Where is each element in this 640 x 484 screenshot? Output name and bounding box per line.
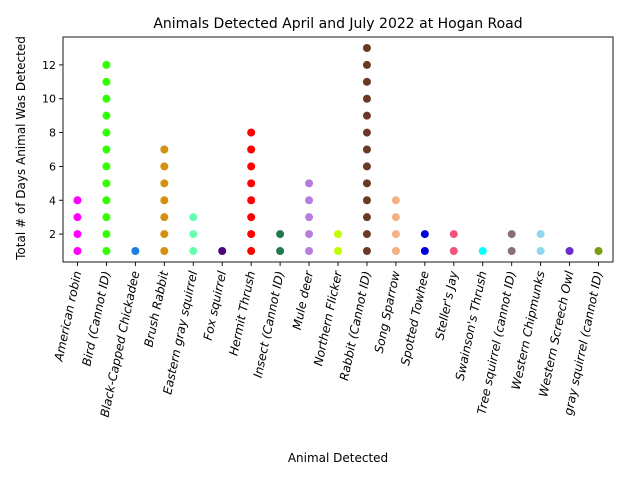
chart-title: Animals Detected April and July 2022 at … bbox=[153, 16, 522, 32]
data-point bbox=[102, 179, 111, 188]
data-point bbox=[247, 196, 256, 205]
data-point bbox=[160, 179, 169, 188]
data-point bbox=[305, 179, 314, 188]
data-point bbox=[102, 94, 111, 103]
x-tick-label: Rabbit (Cannot ID) bbox=[337, 270, 374, 382]
data-point bbox=[391, 247, 400, 256]
data-point bbox=[305, 230, 314, 239]
x-tick-label: Hermit Thrush bbox=[226, 270, 258, 357]
data-point bbox=[160, 162, 169, 171]
y-tick-label: 2 bbox=[49, 228, 56, 241]
data-point bbox=[276, 247, 285, 256]
data-point bbox=[362, 162, 371, 171]
data-point bbox=[102, 145, 111, 154]
data-point bbox=[160, 145, 169, 154]
data-point bbox=[102, 111, 111, 120]
data-point bbox=[507, 247, 516, 256]
data-point bbox=[449, 230, 458, 239]
data-point bbox=[247, 230, 256, 239]
data-point bbox=[102, 77, 111, 86]
data-point bbox=[305, 213, 314, 222]
y-tick-label: 12 bbox=[42, 59, 56, 72]
x-tick-label: Northern Flicker bbox=[311, 269, 345, 368]
y-tick-label: 10 bbox=[42, 93, 56, 106]
y-tick-label: 8 bbox=[49, 127, 56, 140]
data-point bbox=[594, 247, 603, 256]
data-point bbox=[362, 43, 371, 52]
y-tick-label: 4 bbox=[49, 194, 56, 207]
data-point bbox=[305, 196, 314, 205]
data-point bbox=[362, 145, 371, 154]
data-point bbox=[73, 230, 82, 239]
data-point bbox=[102, 247, 111, 256]
x-axis-label: Animal Detected bbox=[288, 451, 388, 465]
data-point bbox=[507, 230, 516, 239]
data-point bbox=[362, 196, 371, 205]
data-point bbox=[362, 77, 371, 86]
data-point bbox=[362, 247, 371, 256]
data-point bbox=[247, 247, 256, 256]
plot-frame bbox=[62, 36, 614, 263]
data-point bbox=[247, 145, 256, 154]
data-point bbox=[73, 213, 82, 222]
data-point bbox=[565, 247, 574, 256]
data-point bbox=[478, 247, 487, 256]
x-tick-label: Song Sparrow bbox=[372, 270, 403, 355]
data-point bbox=[131, 247, 140, 256]
data-point bbox=[247, 213, 256, 222]
x-tick-label: Spotted Towhee bbox=[398, 270, 432, 367]
data-point bbox=[189, 230, 198, 239]
data-point bbox=[73, 247, 82, 256]
x-tick-label: Bird (Cannot ID) bbox=[80, 270, 114, 368]
data-point bbox=[276, 230, 285, 239]
data-point bbox=[362, 60, 371, 69]
data-point bbox=[449, 247, 458, 256]
y-tick-label: 6 bbox=[49, 160, 56, 173]
x-tick-label: Steller's Jay bbox=[432, 269, 460, 341]
data-point bbox=[160, 213, 169, 222]
data-point bbox=[305, 247, 314, 256]
data-point bbox=[102, 162, 111, 171]
data-point bbox=[362, 94, 371, 103]
data-point bbox=[189, 213, 198, 222]
data-point bbox=[102, 196, 111, 205]
data-point bbox=[391, 213, 400, 222]
x-tick-label: Insect (Cannot ID) bbox=[251, 270, 287, 379]
data-point bbox=[247, 128, 256, 137]
data-point bbox=[334, 247, 342, 256]
data-point bbox=[218, 247, 227, 256]
data-point bbox=[102, 213, 111, 222]
data-point bbox=[247, 179, 256, 188]
data-point bbox=[160, 247, 169, 256]
x-tick-label: Brush Rabbit bbox=[141, 268, 171, 348]
x-tick-label: Fox squirrel bbox=[201, 269, 230, 342]
y-axis-label: Total # of Days Animal Was Detected bbox=[14, 36, 28, 261]
data-point bbox=[420, 230, 429, 239]
data-point bbox=[102, 60, 111, 69]
data-point bbox=[160, 230, 169, 239]
data-point bbox=[102, 128, 111, 137]
data-point bbox=[391, 230, 400, 239]
x-tick-label: Mule deer bbox=[290, 269, 316, 331]
data-point bbox=[189, 247, 198, 256]
data-point bbox=[73, 196, 82, 205]
data-point bbox=[247, 162, 256, 171]
data-point bbox=[362, 179, 371, 188]
data-point bbox=[160, 196, 169, 205]
data-point bbox=[420, 247, 429, 256]
data-point bbox=[334, 230, 342, 239]
data-point bbox=[362, 111, 371, 120]
data-point bbox=[391, 196, 400, 205]
data-point bbox=[536, 247, 545, 256]
data-point bbox=[362, 128, 371, 137]
data-point bbox=[362, 213, 371, 222]
data-point bbox=[536, 230, 545, 239]
data-point bbox=[102, 230, 111, 239]
x-tick-label: American robin bbox=[51, 270, 84, 364]
data-point bbox=[362, 230, 371, 239]
